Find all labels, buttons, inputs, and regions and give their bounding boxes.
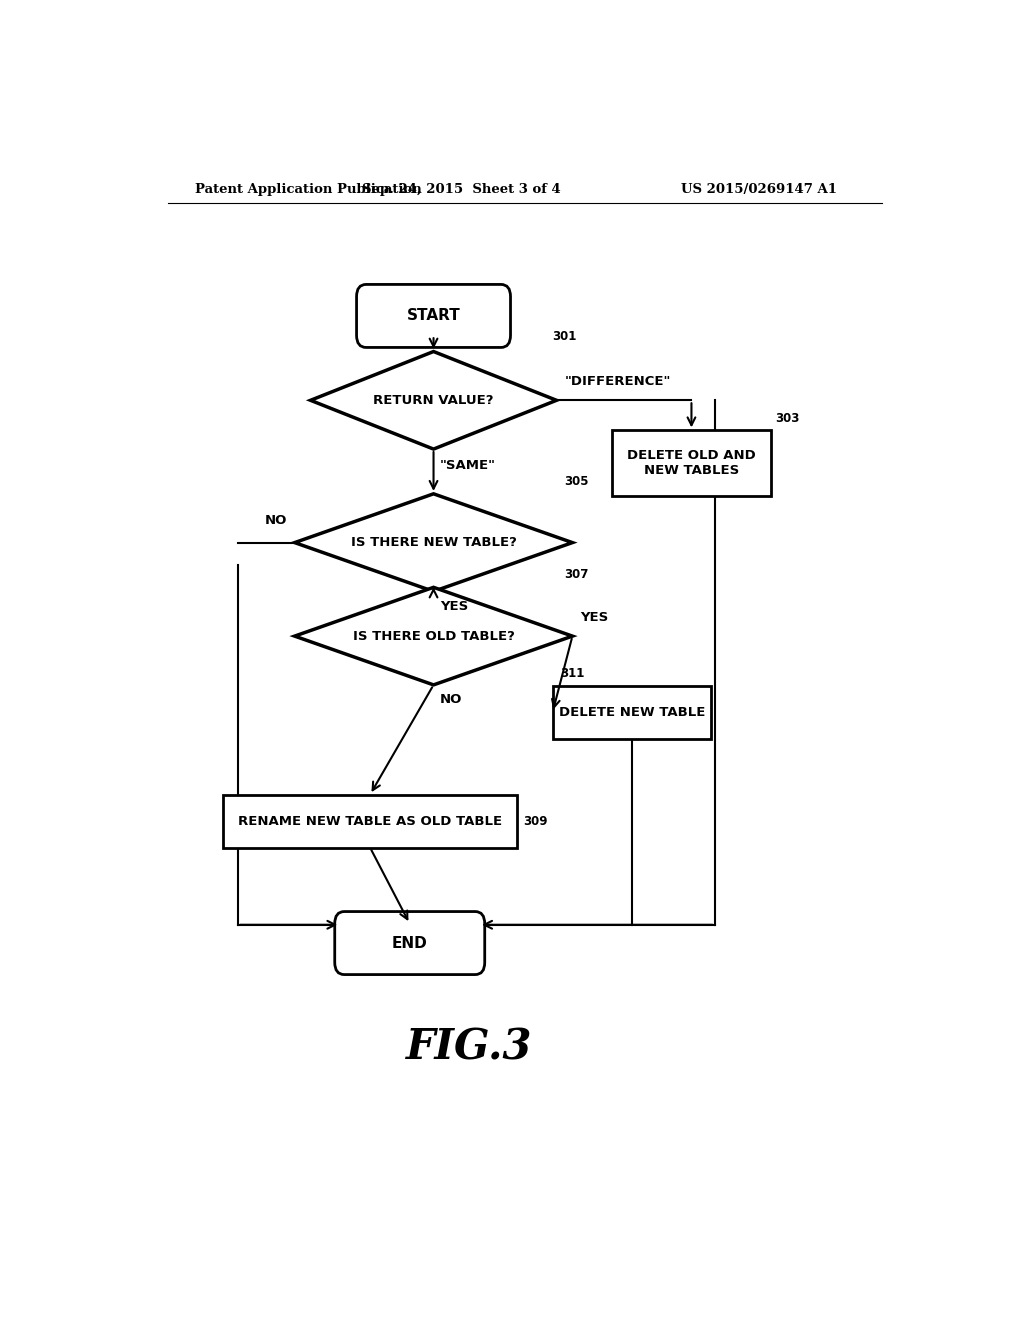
Text: IS THERE OLD TABLE?: IS THERE OLD TABLE?	[352, 630, 514, 643]
Text: RETURN VALUE?: RETURN VALUE?	[374, 393, 494, 407]
Polygon shape	[295, 494, 572, 591]
Text: 307: 307	[564, 568, 589, 581]
Text: 305: 305	[564, 475, 589, 487]
Text: NO: NO	[264, 515, 287, 528]
Text: 301: 301	[553, 330, 577, 343]
FancyBboxPatch shape	[612, 430, 771, 496]
Polygon shape	[310, 351, 557, 449]
Text: YES: YES	[440, 599, 468, 612]
FancyBboxPatch shape	[356, 284, 511, 347]
Text: 309: 309	[523, 814, 548, 828]
Text: "DIFFERENCE": "DIFFERENCE"	[564, 375, 671, 388]
Text: Sep. 24, 2015  Sheet 3 of 4: Sep. 24, 2015 Sheet 3 of 4	[361, 183, 561, 195]
Text: Patent Application Publication: Patent Application Publication	[196, 183, 422, 195]
Text: IS THERE NEW TABLE?: IS THERE NEW TABLE?	[350, 536, 516, 549]
Text: FIG.3: FIG.3	[406, 1027, 532, 1069]
Text: 311: 311	[560, 667, 585, 680]
FancyBboxPatch shape	[335, 912, 484, 974]
Text: DELETE NEW TABLE: DELETE NEW TABLE	[559, 706, 706, 719]
Text: END: END	[392, 936, 428, 950]
FancyBboxPatch shape	[553, 686, 712, 739]
Text: RENAME NEW TABLE AS OLD TABLE: RENAME NEW TABLE AS OLD TABLE	[238, 814, 502, 828]
FancyBboxPatch shape	[223, 795, 517, 847]
Text: "SAME": "SAME"	[440, 459, 496, 473]
Text: DELETE OLD AND
NEW TABLES: DELETE OLD AND NEW TABLES	[627, 449, 756, 478]
Text: 303: 303	[775, 412, 799, 425]
Text: NO: NO	[440, 693, 462, 706]
Polygon shape	[295, 587, 572, 685]
Text: US 2015/0269147 A1: US 2015/0269147 A1	[681, 183, 837, 195]
Text: YES: YES	[581, 611, 608, 624]
Text: START: START	[407, 309, 461, 323]
